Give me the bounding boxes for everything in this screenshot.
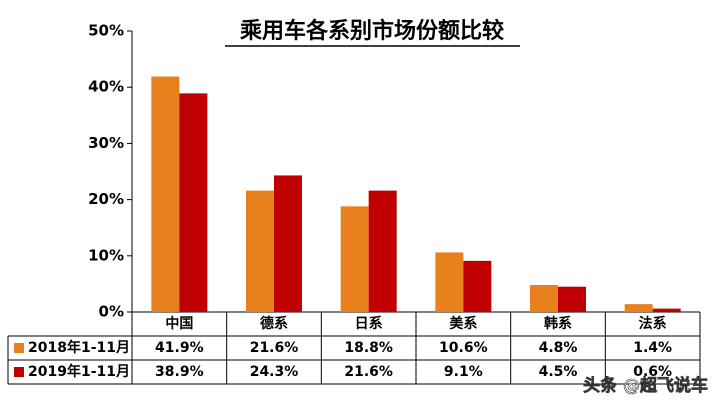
y-tick-label: 30% <box>88 134 124 152</box>
y-tick-label: 10% <box>88 246 124 264</box>
y-tick-label: 20% <box>88 190 124 208</box>
legend-label: 2018年1-11月 <box>28 339 130 356</box>
x-tick-label: 中国 <box>165 315 193 332</box>
legend-swatch <box>14 343 24 353</box>
data-label: 10.6% <box>439 340 488 356</box>
x-tick-label: 德系 <box>260 315 288 332</box>
data-label: 41.9% <box>155 340 204 356</box>
data-label: 9.1% <box>444 364 483 380</box>
y-tick-label: 40% <box>88 78 124 96</box>
data-label: 21.6% <box>344 364 393 380</box>
data-label: 18.8% <box>344 340 393 356</box>
x-tick-label: 美系 <box>449 315 477 332</box>
data-label: 38.9% <box>155 364 204 380</box>
bar <box>274 175 302 312</box>
bar <box>179 93 208 312</box>
x-tick-label: 韩系 <box>544 315 572 332</box>
bar <box>558 286 586 312</box>
data-label: 4.5% <box>539 364 578 380</box>
watermark: 头条 @超飞说车 <box>583 375 708 396</box>
bar <box>624 304 653 312</box>
legend-label: 2019年1-11月 <box>28 363 130 380</box>
bar <box>530 285 558 312</box>
bar <box>368 190 397 312</box>
data-label: 4.8% <box>539 340 578 356</box>
y-tick-label: 0% <box>99 303 124 321</box>
data-label: 21.6% <box>250 340 299 356</box>
bar <box>246 190 274 312</box>
data-label: 0.6% <box>633 364 672 380</box>
x-tick-label: 法系 <box>639 315 667 332</box>
chart-title: 乘用车各系别市场份额比较 <box>239 18 504 44</box>
bar <box>435 252 464 312</box>
bar <box>463 260 492 312</box>
legend-swatch <box>14 367 24 377</box>
data-label: 24.3% <box>250 364 299 380</box>
bar <box>652 308 681 312</box>
data-label: 1.4% <box>633 340 672 356</box>
bar <box>340 206 369 312</box>
bar <box>151 76 180 312</box>
y-tick-label: 50% <box>88 22 124 40</box>
x-tick-label: 日系 <box>355 315 383 332</box>
